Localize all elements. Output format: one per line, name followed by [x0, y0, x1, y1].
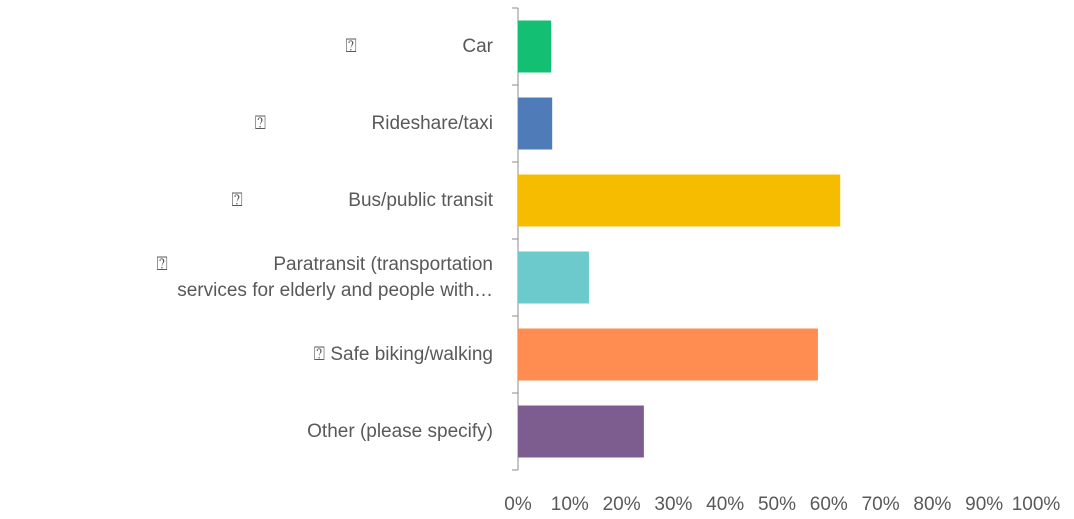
bar — [518, 97, 553, 150]
x-tick-label: 60% — [810, 494, 848, 515]
category-label: ⍰ Safe biking/walking — [313, 343, 493, 365]
bar — [518, 251, 589, 304]
x-tick-label: 90% — [965, 494, 1003, 515]
x-tick-label: 100% — [1012, 494, 1061, 515]
category-label: ⍰ Paratransit (transportation services f… — [156, 253, 499, 301]
category-label: ⍰ Bus/public transit — [231, 189, 493, 211]
bar — [518, 174, 841, 227]
bar — [518, 328, 818, 381]
bar — [518, 405, 644, 458]
category-label: ⍰ Car — [345, 35, 493, 57]
category-label: Other (please specify) — [307, 420, 493, 442]
x-tick-label: 10% — [551, 494, 589, 515]
x-tick-label: 20% — [603, 494, 641, 515]
x-tick-label: 80% — [913, 494, 951, 515]
x-tick-label: 30% — [654, 494, 692, 515]
bar — [518, 20, 552, 73]
x-tick-label: 50% — [758, 494, 796, 515]
x-tick-label: 70% — [862, 494, 900, 515]
category-label: ⍰ Rideshare/taxi — [254, 112, 493, 134]
x-tick-label: 40% — [706, 494, 744, 515]
x-tick-label: 0% — [504, 494, 532, 515]
